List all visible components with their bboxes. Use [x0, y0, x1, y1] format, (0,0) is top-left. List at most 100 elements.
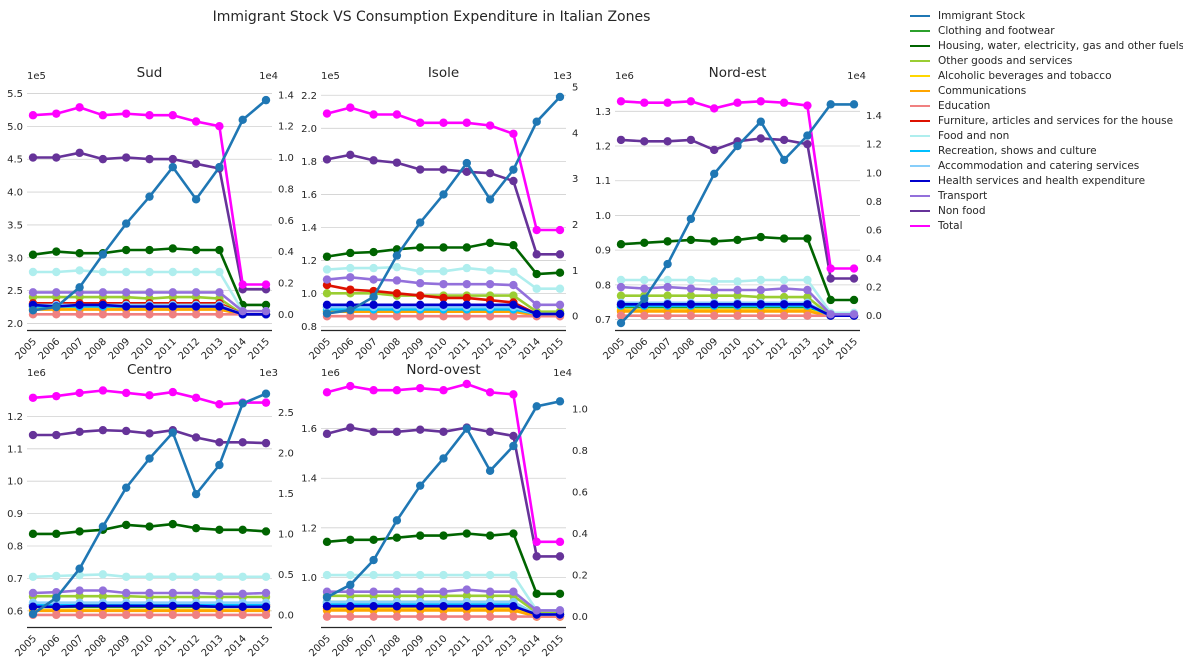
data-point	[803, 139, 812, 149]
right-tick-label: 0.2	[572, 571, 588, 582]
data-point	[98, 288, 108, 297]
data-point	[616, 275, 626, 285]
data-point	[238, 610, 247, 620]
data-point	[191, 159, 201, 169]
legend-item: Communications	[904, 83, 1183, 98]
data-point	[616, 135, 626, 145]
x-tick-label: 2005	[13, 336, 39, 362]
right-offset-label: 1e3	[259, 368, 278, 379]
data-point	[346, 587, 355, 596]
data-point	[803, 300, 812, 309]
legend-swatch	[910, 164, 930, 167]
data-point	[439, 293, 448, 303]
data-point	[392, 612, 402, 621]
legend-item: Immigrant Stock	[904, 8, 1183, 23]
series-immigrant-stock	[616, 100, 859, 328]
data-point	[416, 267, 425, 276]
data-point	[416, 587, 425, 596]
data-point	[555, 268, 565, 277]
series-immigrant-stock	[322, 397, 565, 602]
data-point	[122, 288, 131, 297]
data-point	[75, 601, 84, 611]
data-point	[122, 588, 131, 598]
data-point	[686, 97, 696, 106]
data-point	[346, 535, 355, 544]
data-point	[509, 129, 518, 138]
data-point	[191, 117, 201, 126]
series-immigrant-stock	[28, 389, 271, 619]
right-tick-label: 0.0	[572, 612, 588, 623]
data-point	[322, 612, 332, 621]
data-point	[369, 263, 378, 273]
data-point	[98, 425, 108, 435]
data-point	[369, 570, 378, 580]
data-point	[439, 612, 448, 621]
data-point	[75, 300, 84, 310]
data-point	[346, 273, 355, 282]
data-point	[416, 425, 425, 434]
x-tick-label: 2013	[788, 336, 814, 362]
data-point	[145, 588, 154, 598]
series-total	[28, 103, 271, 289]
x-tick-label: 2014	[517, 633, 543, 659]
data-point	[509, 240, 518, 250]
data-point	[710, 285, 719, 295]
data-point	[532, 606, 541, 615]
data-point	[485, 531, 495, 540]
chart-title: Nord-ovest	[406, 362, 480, 378]
series-total	[28, 386, 271, 409]
data-point	[322, 109, 332, 118]
data-point	[28, 609, 38, 619]
data-point	[416, 312, 425, 321]
data-point	[532, 269, 541, 279]
data-point	[215, 400, 224, 409]
data-point	[803, 311, 812, 320]
left-tick-label: 3.0	[7, 253, 23, 264]
data-point	[238, 572, 247, 581]
series-line	[326, 382, 560, 544]
data-point	[485, 279, 495, 289]
data-point	[145, 111, 154, 120]
data-point	[238, 602, 247, 611]
x-tick-label: 2009	[401, 633, 427, 659]
data-point	[322, 593, 332, 602]
data-point	[485, 195, 495, 204]
x-tick-label: 2014	[811, 336, 837, 362]
data-point	[555, 284, 565, 293]
legend-label: Alcoholic beverages and tobacco	[938, 69, 1112, 82]
data-point	[555, 250, 565, 259]
data-point	[485, 121, 495, 130]
data-point	[485, 602, 495, 611]
legend-swatch	[910, 74, 930, 77]
data-point	[509, 291, 518, 300]
left-tick-label: 2.2	[301, 91, 317, 102]
data-point	[686, 291, 696, 300]
data-point	[369, 275, 378, 284]
data-point	[191, 588, 201, 598]
data-point	[439, 267, 448, 276]
data-point	[686, 235, 696, 245]
data-point	[346, 150, 355, 160]
data-point	[369, 110, 378, 119]
data-point	[439, 243, 448, 252]
data-point	[261, 602, 271, 611]
legend-swatch	[910, 44, 930, 47]
x-tick-label: 2014	[223, 633, 249, 659]
data-point	[416, 165, 425, 174]
data-point	[710, 277, 719, 286]
data-point	[261, 280, 271, 289]
data-point	[462, 529, 471, 538]
data-point	[369, 292, 378, 302]
data-point	[346, 570, 355, 580]
data-point	[663, 275, 672, 285]
data-point	[98, 586, 108, 595]
data-point	[416, 531, 425, 540]
data-point	[98, 601, 108, 611]
data-point	[322, 275, 332, 284]
data-point	[145, 429, 154, 438]
series-housing-water-electricity-gas-and-other-fuels	[322, 529, 565, 598]
data-point	[75, 527, 84, 536]
x-tick-label: 2008	[671, 336, 697, 362]
left-tick-label: 0.7	[595, 315, 611, 326]
